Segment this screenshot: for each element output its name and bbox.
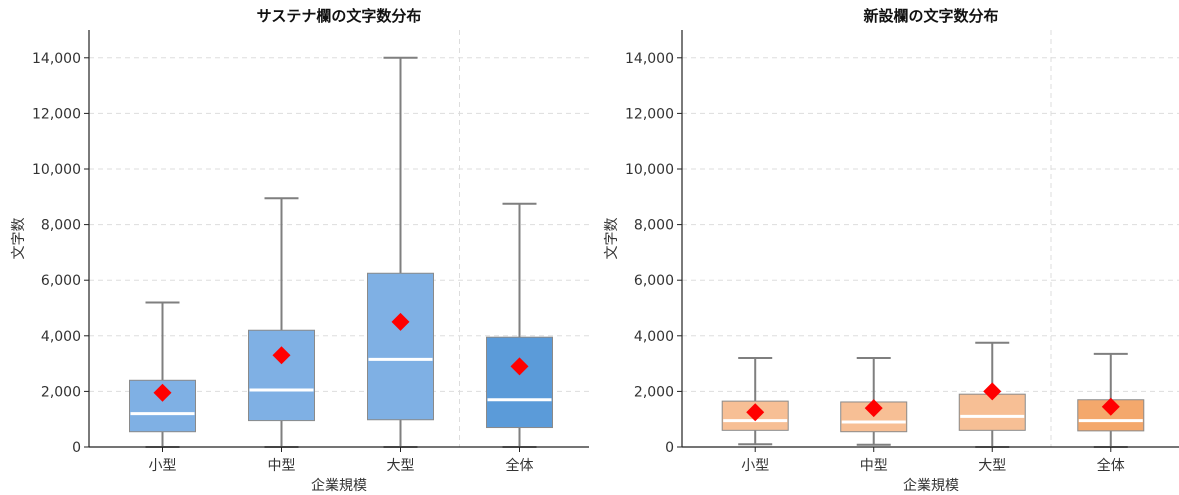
- y-tick-label: 4,000: [634, 329, 674, 345]
- y-tick-label: 10,000: [625, 162, 674, 178]
- mean-marker: [864, 399, 883, 418]
- box-iqr: [486, 336, 553, 429]
- x-tick-label: 中型: [268, 458, 296, 474]
- box-iqr: [367, 272, 434, 421]
- box-iqr: [248, 329, 315, 422]
- panel-sustainability: 小型 中型 大型 全体 0 2,000 4,000 6,000 8,000 10,000 12,00…: [11, 7, 589, 494]
- x-tick-label: 大型: [387, 458, 415, 474]
- mean-marker: [1101, 397, 1120, 416]
- chart-title: 新設欄の文字数分布: [863, 7, 998, 25]
- y-tick-label: 2,000: [41, 384, 81, 400]
- y-tick-label: 6,000: [41, 273, 81, 289]
- y-tick-label: 10,000: [32, 162, 81, 178]
- y-axis-label: 文字数: [604, 218, 620, 260]
- x-tick-label: 中型: [860, 458, 888, 474]
- x-tick-label: 全体: [506, 457, 534, 474]
- y-tick-label: 0: [72, 440, 81, 456]
- mean-marker: [272, 346, 291, 365]
- x-axis-label: 企業規模: [311, 477, 367, 494]
- y-tick-label: 8,000: [634, 218, 674, 234]
- x-tick-label: 大型: [978, 458, 1006, 474]
- y-tick-label: 12,000: [32, 106, 81, 122]
- y-tick-label: 2,000: [634, 384, 674, 400]
- mean-marker: [746, 403, 765, 422]
- mean-marker: [391, 312, 410, 331]
- x-axis-label: 企業規模: [903, 477, 959, 494]
- mean-marker: [510, 357, 529, 376]
- y-tick-label: 4,000: [41, 329, 81, 345]
- y-tick-label: 0: [665, 440, 674, 456]
- x-tick-label: 全体: [1097, 457, 1125, 474]
- x-tick-label: 小型: [149, 458, 177, 474]
- y-axis-label: 文字数: [11, 218, 27, 260]
- y-tick-label: 6,000: [634, 273, 674, 289]
- y-tick-label: 14,000: [32, 51, 81, 67]
- mean-marker: [153, 383, 172, 402]
- y-tick-label: 14,000: [625, 51, 674, 67]
- x-tick-label: 小型: [741, 458, 769, 474]
- y-tick-label: 12,000: [625, 106, 674, 122]
- mean-marker: [983, 382, 1002, 401]
- panel-new-section: 小型 中型 大型 全体 0 2,000 4,000 6,000 8,000 10,000 12,00…: [604, 7, 1179, 494]
- chart-title: サステナ欄の文字数分布: [257, 7, 422, 25]
- y-tick-label: 8,000: [41, 218, 81, 234]
